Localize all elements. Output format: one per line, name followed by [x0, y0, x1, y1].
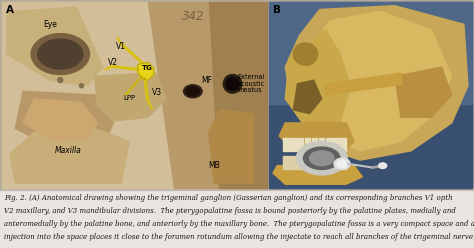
Ellipse shape [226, 77, 239, 90]
Bar [269, 2, 472, 188]
Text: External
acoustic
meatus: External acoustic meatus [237, 74, 265, 93]
Bar [319, 156, 324, 169]
Bar [326, 156, 331, 169]
Polygon shape [138, 62, 154, 80]
Polygon shape [395, 67, 452, 117]
Circle shape [58, 78, 63, 83]
Bar [324, 73, 402, 95]
Bar [340, 156, 346, 169]
Polygon shape [148, 2, 267, 188]
Ellipse shape [296, 142, 347, 175]
Polygon shape [209, 110, 254, 183]
Text: B: B [273, 5, 281, 15]
Polygon shape [293, 80, 322, 114]
Text: anteromedially by the palatine bone, and anteriorly by the maxillary bone.  The : anteromedially by the palatine bone, and… [4, 220, 474, 228]
Bar [269, 104, 472, 188]
Circle shape [80, 84, 83, 88]
Bar [290, 138, 296, 151]
Text: Eye: Eye [43, 20, 56, 29]
Ellipse shape [334, 158, 350, 169]
Polygon shape [285, 6, 468, 160]
Ellipse shape [379, 163, 387, 168]
Ellipse shape [293, 43, 318, 65]
Bar [319, 138, 324, 151]
Text: V2 maxillary, and V3 mandibular divisions.  The pterygopalatine fossa is bound p: V2 maxillary, and V3 mandibular division… [4, 207, 456, 215]
Ellipse shape [38, 39, 83, 69]
Bar [304, 156, 310, 169]
Ellipse shape [186, 87, 200, 96]
Text: LPP: LPP [124, 95, 136, 101]
Bar [283, 156, 289, 169]
Text: V2: V2 [108, 58, 118, 67]
Bar [311, 156, 317, 169]
Polygon shape [23, 99, 97, 142]
Bar [304, 138, 310, 151]
Text: 342: 342 [182, 10, 204, 23]
Bar [340, 138, 346, 151]
Ellipse shape [310, 151, 334, 166]
Bar [290, 156, 296, 169]
Text: MF: MF [201, 76, 212, 85]
Polygon shape [7, 7, 103, 86]
Text: V3: V3 [152, 88, 162, 97]
Text: TG: TG [141, 65, 152, 71]
Bar [333, 138, 338, 151]
Bar [297, 138, 303, 151]
Bar [297, 156, 303, 169]
Polygon shape [15, 91, 113, 151]
Text: injection into the space places it close to the foramen rotundum allowing the in: injection into the space places it close… [4, 233, 474, 241]
Ellipse shape [183, 85, 202, 98]
Polygon shape [273, 166, 363, 184]
Text: MB: MB [208, 161, 220, 170]
Text: V1: V1 [116, 42, 126, 51]
Bar [0, 190, 474, 248]
Bar [333, 156, 338, 169]
Polygon shape [209, 2, 267, 188]
Polygon shape [285, 30, 350, 132]
Ellipse shape [337, 160, 347, 168]
Ellipse shape [223, 75, 242, 93]
Polygon shape [306, 11, 452, 151]
Bar [269, 2, 472, 104]
Bar [283, 138, 289, 151]
Text: Maxilla: Maxilla [55, 146, 82, 155]
Polygon shape [279, 123, 354, 155]
Bar [2, 2, 267, 188]
Polygon shape [95, 73, 166, 121]
Text: A: A [6, 5, 14, 15]
Ellipse shape [31, 34, 90, 75]
Text: Fig. 2. (A) Anatomical drawing showing the trigeminal ganglion (Gasserian gangli: Fig. 2. (A) Anatomical drawing showing t… [4, 194, 453, 202]
Bar [2, 2, 267, 188]
Polygon shape [10, 128, 129, 183]
Ellipse shape [303, 147, 340, 169]
Bar [326, 138, 331, 151]
Bar [311, 138, 317, 151]
